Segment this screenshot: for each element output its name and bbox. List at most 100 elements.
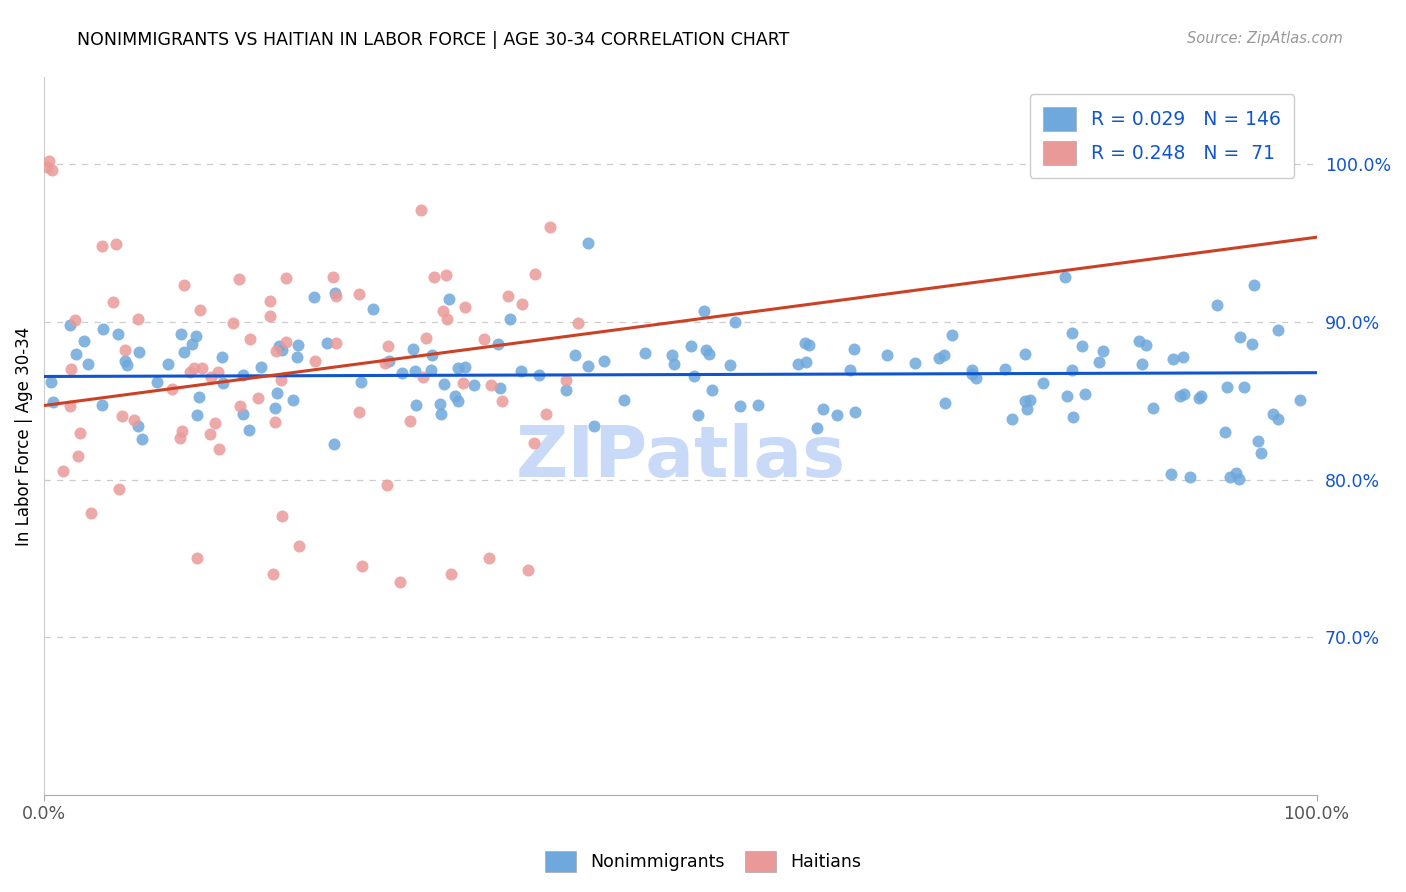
- Text: Source: ZipAtlas.com: Source: ZipAtlas.com: [1187, 31, 1343, 46]
- Point: [128, 345, 150, 359]
- Point: [1130, 357, 1153, 371]
- Point: [613, 392, 636, 407]
- Point: [432, 303, 454, 318]
- Point: [378, 354, 401, 368]
- Point: [131, 432, 153, 446]
- Point: [114, 343, 136, 357]
- Point: [232, 368, 254, 382]
- Point: [1243, 278, 1265, 293]
- Point: [200, 369, 222, 384]
- Point: [35, 161, 58, 175]
- Point: [451, 376, 474, 390]
- Point: [794, 354, 817, 368]
- Point: [564, 348, 586, 362]
- Point: [491, 394, 513, 409]
- Point: [363, 301, 385, 316]
- Point: [454, 300, 477, 314]
- Point: [180, 337, 202, 351]
- Point: [1267, 323, 1289, 337]
- Point: [285, 350, 308, 364]
- Point: [350, 375, 373, 389]
- Point: [436, 312, 458, 326]
- Point: [107, 327, 129, 342]
- Point: [287, 338, 309, 352]
- Point: [1056, 389, 1078, 403]
- Point: [183, 360, 205, 375]
- Point: [965, 371, 987, 385]
- Point: [496, 289, 519, 303]
- Point: [1267, 412, 1289, 426]
- Point: [114, 353, 136, 368]
- Point: [1053, 269, 1076, 284]
- Point: [688, 408, 710, 422]
- Point: [1233, 380, 1256, 394]
- Point: [1171, 350, 1194, 364]
- Point: [127, 419, 149, 434]
- Point: [1188, 391, 1211, 405]
- Point: [1019, 392, 1042, 407]
- Point: [204, 416, 226, 430]
- Point: [198, 427, 221, 442]
- Point: [391, 366, 413, 380]
- Point: [728, 399, 751, 413]
- Point: [1032, 376, 1054, 390]
- Point: [404, 364, 426, 378]
- Point: [510, 297, 533, 311]
- Point: [1001, 412, 1024, 426]
- Point: [876, 348, 898, 362]
- Point: [844, 404, 866, 418]
- Point: [110, 409, 132, 423]
- Point: [103, 294, 125, 309]
- Point: [962, 362, 984, 376]
- Point: [347, 286, 370, 301]
- Point: [516, 562, 538, 576]
- Point: [375, 478, 398, 492]
- Point: [41, 163, 63, 178]
- Point: [499, 312, 522, 326]
- Point: [447, 394, 470, 409]
- Point: [1173, 386, 1195, 401]
- Point: [1225, 467, 1247, 481]
- Point: [374, 356, 396, 370]
- Point: [523, 435, 546, 450]
- Point: [173, 344, 195, 359]
- Point: [67, 450, 90, 464]
- Point: [1060, 362, 1083, 376]
- Point: [576, 235, 599, 250]
- Point: [63, 312, 86, 326]
- Point: [567, 316, 589, 330]
- Point: [264, 415, 287, 429]
- Point: [271, 509, 294, 524]
- Legend: Nonimmigrants, Haitians: Nonimmigrants, Haitians: [537, 844, 869, 879]
- Point: [105, 236, 128, 251]
- Point: [1142, 401, 1164, 416]
- Point: [80, 506, 103, 520]
- Legend: R = 0.029   N = 146, R = 0.248   N =  71: R = 0.029 N = 146, R = 0.248 N = 71: [1029, 94, 1295, 178]
- Point: [1014, 393, 1036, 408]
- Y-axis label: In Labor Force | Age 30-34: In Labor Force | Age 30-34: [15, 326, 32, 546]
- Point: [411, 203, 433, 218]
- Point: [412, 369, 434, 384]
- Point: [478, 551, 501, 566]
- Point: [173, 278, 195, 293]
- Point: [208, 442, 231, 456]
- Point: [107, 482, 129, 496]
- Point: [90, 398, 112, 412]
- Point: [1070, 339, 1092, 353]
- Point: [352, 559, 374, 574]
- Point: [287, 539, 309, 553]
- Point: [509, 364, 531, 378]
- Point: [262, 567, 284, 582]
- Point: [664, 357, 686, 371]
- Point: [304, 353, 326, 368]
- Point: [207, 365, 229, 379]
- Point: [527, 368, 550, 383]
- Point: [555, 373, 578, 387]
- Point: [59, 361, 82, 376]
- Point: [695, 343, 717, 357]
- Point: [322, 269, 344, 284]
- Point: [238, 423, 260, 437]
- Point: [811, 401, 834, 416]
- Point: [420, 362, 443, 376]
- Point: [276, 270, 298, 285]
